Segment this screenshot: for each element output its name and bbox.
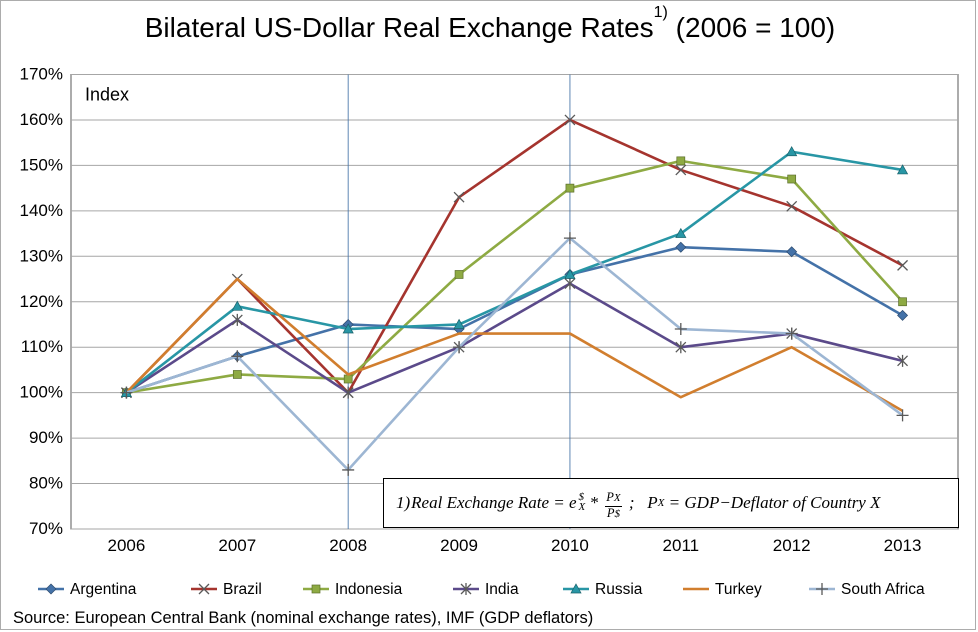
svg-text:2009: 2009 — [440, 536, 478, 555]
svg-text:Brazil: Brazil — [223, 581, 262, 598]
svg-text:90%: 90% — [29, 428, 63, 447]
svg-text:Russia: Russia — [595, 581, 643, 598]
svg-text:130%: 130% — [20, 246, 63, 265]
svg-text:India: India — [485, 581, 519, 598]
svg-text:70%: 70% — [29, 519, 63, 538]
svg-text:Turkey: Turkey — [715, 581, 762, 598]
svg-text:110%: 110% — [21, 337, 63, 356]
svg-text:80%: 80% — [29, 474, 63, 493]
svg-text:2012: 2012 — [773, 536, 811, 555]
svg-text:150%: 150% — [20, 155, 63, 174]
svg-text:120%: 120% — [20, 292, 63, 311]
svg-text:2011: 2011 — [663, 536, 700, 555]
svg-text:2007: 2007 — [218, 536, 256, 555]
svg-text:Argentina: Argentina — [70, 581, 137, 598]
svg-text:2006: 2006 — [108, 536, 146, 555]
svg-text:160%: 160% — [20, 110, 63, 129]
svg-text:2013: 2013 — [884, 536, 922, 555]
svg-text:2010: 2010 — [551, 536, 589, 555]
svg-text:100%: 100% — [20, 383, 63, 402]
svg-text:Index: Index — [85, 85, 129, 105]
svg-text:170%: 170% — [20, 65, 63, 84]
svg-text:South Africa: South Africa — [841, 581, 925, 598]
svg-text:Indonesia: Indonesia — [335, 581, 403, 598]
svg-text:140%: 140% — [20, 201, 63, 220]
svg-text:2008: 2008 — [329, 536, 367, 555]
